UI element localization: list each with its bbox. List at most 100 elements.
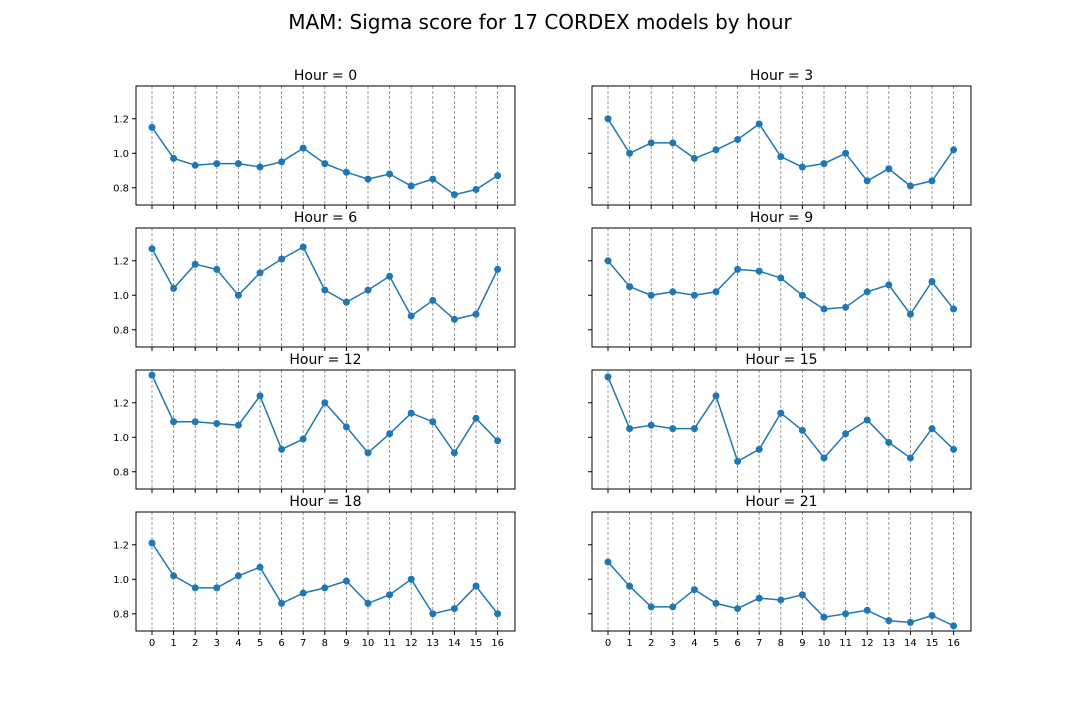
data-point — [278, 255, 286, 263]
data-point — [191, 161, 199, 169]
data-point — [647, 421, 655, 429]
data-point — [299, 589, 307, 597]
data-point — [342, 577, 350, 585]
figure-title: MAM: Sigma score for 17 CORDEX models by… — [288, 10, 792, 34]
x-tick-label: 13 — [882, 638, 895, 649]
data-point — [647, 603, 655, 611]
subplot-5: Hour = 15 — [588, 352, 972, 493]
x-tick-label: 2 — [192, 638, 198, 649]
data-point — [494, 265, 502, 273]
data-point — [450, 605, 458, 613]
data-point — [712, 392, 720, 400]
data-point — [450, 315, 458, 323]
data-point — [472, 185, 480, 193]
data-point — [863, 288, 871, 296]
data-point — [906, 310, 914, 318]
data-point — [906, 454, 914, 462]
data-point — [626, 149, 634, 157]
data-point — [472, 310, 480, 318]
data-point — [690, 291, 698, 299]
data-point — [798, 291, 806, 299]
axes-frame — [135, 369, 516, 490]
subplot-title: Hour = 0 — [294, 68, 357, 84]
data-point — [798, 426, 806, 434]
data-point — [928, 177, 936, 185]
x-tick-label: 14 — [448, 638, 461, 649]
data-point — [342, 168, 350, 176]
x-tick-label: 5 — [257, 638, 263, 649]
data-point — [777, 274, 785, 282]
data-point — [885, 438, 893, 446]
axes-frame — [135, 227, 516, 348]
data-point — [669, 288, 677, 296]
data-point — [299, 243, 307, 251]
data-point — [299, 144, 307, 152]
data-point — [342, 423, 350, 431]
data-point — [798, 591, 806, 599]
subplot-6: Hour = 180.81.01.20 1 2 3 4 5 6 7 8 9 10 11 12 13 14 15… — [113, 494, 516, 649]
axes-frame — [591, 227, 972, 348]
data-point — [170, 154, 178, 162]
data-point — [798, 163, 806, 171]
data-point — [950, 622, 958, 630]
data-point — [191, 418, 199, 426]
data-point — [906, 618, 914, 626]
data-point — [321, 399, 329, 407]
data-point — [734, 605, 742, 613]
data-point — [604, 558, 612, 566]
data-point — [472, 414, 480, 422]
x-tick-label: 0 — [149, 638, 155, 649]
data-point — [429, 418, 437, 426]
data-point — [820, 454, 828, 462]
data-point — [494, 172, 502, 180]
data-point — [734, 135, 742, 143]
data-point — [386, 591, 394, 599]
data-point — [321, 584, 329, 592]
data-point — [494, 610, 502, 618]
data-point — [450, 449, 458, 457]
subplot-title: Hour = 21 — [745, 494, 817, 510]
data-point — [604, 257, 612, 265]
axes-frame — [591, 85, 972, 206]
data-point — [777, 596, 785, 604]
data-point — [842, 610, 850, 618]
x-tick-label: 11 — [383, 638, 396, 649]
y-tick-label: 1.2 — [113, 398, 129, 409]
data-point — [191, 260, 199, 268]
x-tick-label: 12 — [405, 638, 418, 649]
data-point — [213, 584, 221, 592]
data-point — [191, 584, 199, 592]
subplot-7: Hour = 210 1 2 3 4 5 6 7 8 9 10 11 12 13 14 15 16 — [588, 494, 972, 649]
data-point — [647, 139, 655, 147]
data-point — [950, 146, 958, 154]
x-tick-label: 2 — [648, 638, 654, 649]
data-point — [429, 175, 437, 183]
data-point — [777, 409, 785, 417]
subplot-grid: Hour = 0 0.8 1.0 1.2 Hour = 3 Hour = 6 0.8 1.0 1… — [113, 68, 972, 649]
subplot-title: Hour = 6 — [294, 210, 357, 226]
data-point — [647, 291, 655, 299]
x-tick-label: 6 — [278, 638, 284, 649]
y-tick-label: 1.2 — [113, 114, 129, 125]
x-tick-label: 0 — [605, 638, 611, 649]
data-point — [928, 277, 936, 285]
y-tick-label: 0.8 — [113, 609, 129, 620]
data-point — [820, 613, 828, 621]
data-point — [407, 312, 415, 320]
data-point — [299, 435, 307, 443]
data-point — [278, 158, 286, 166]
data-point — [342, 298, 350, 306]
y-tick-label: 1.0 — [113, 149, 129, 160]
data-point — [407, 409, 415, 417]
subplot-title: Hour = 15 — [745, 352, 817, 368]
x-tick-label: 6 — [734, 638, 740, 649]
subplot-4: Hour = 12 0.8 1.0 1.2 — [113, 352, 516, 493]
data-point — [386, 170, 394, 178]
y-tick-label: 0.8 — [113, 325, 129, 336]
data-point — [278, 445, 286, 453]
data-point — [429, 610, 437, 618]
data-point — [256, 563, 264, 571]
x-tick-label: 8 — [778, 638, 784, 649]
data-point — [170, 572, 178, 580]
data-point — [690, 154, 698, 162]
